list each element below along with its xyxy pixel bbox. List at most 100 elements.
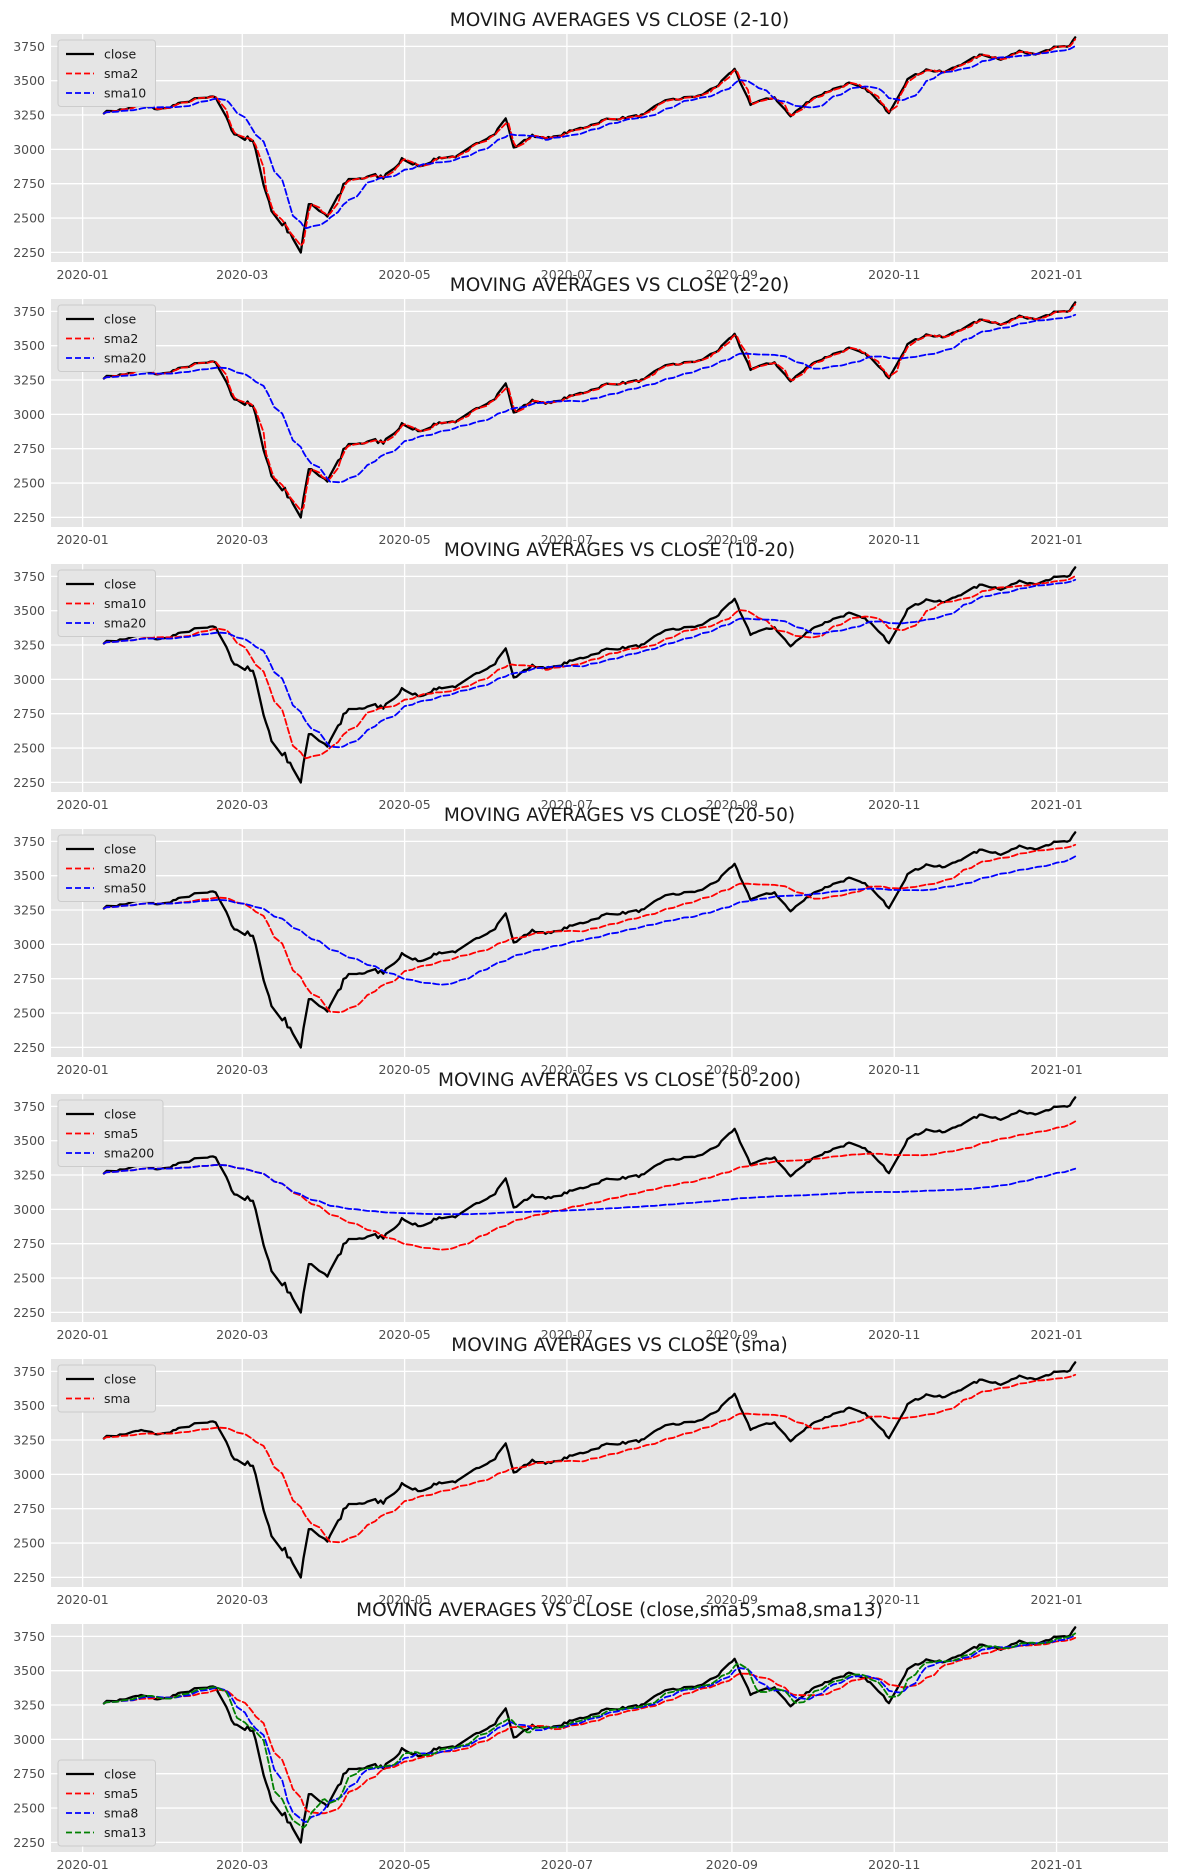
chart-panel: MOVING AVERAGES VS CLOSE (2-20) 2250 2500 2… (13, 275, 1168, 547)
y-tick-label: 2500 (13, 1801, 45, 1816)
y-tick-label: 2750 (13, 1236, 45, 1251)
chart-title: MOVING AVERAGES VS CLOSE (sma) (451, 1335, 787, 1356)
plot-area (51, 564, 1168, 792)
y-tick-label: 2750 (13, 971, 45, 986)
y-tick-label: 3750 (13, 1364, 45, 1379)
x-tick-label: 2020-11 (868, 1857, 920, 1872)
series-sma5 (103, 1636, 1077, 1815)
x-tick-label: 2020-01 (56, 267, 108, 282)
series-close (102, 566, 1077, 784)
legend-label: sma10 (104, 596, 146, 611)
x-tick-label: 2020-07 (541, 797, 593, 812)
x-tick-label: 2020-07 (541, 1327, 593, 1342)
y-tick-label: 3250 (13, 108, 45, 123)
y-tick-label: 2250 (13, 510, 45, 525)
x-tick-label: 2020-03 (216, 1857, 268, 1872)
series-sma (103, 1373, 1077, 1544)
y-tick-label: 2500 (13, 1536, 45, 1551)
x-tick-label: 2021-01 (1030, 267, 1082, 282)
y-tick-label: 3250 (13, 638, 45, 653)
x-tick-label: 2020-01 (56, 1327, 108, 1342)
x-tick-label: 2020-05 (378, 1857, 430, 1872)
legend: close sma10 sma20 (57, 569, 156, 637)
x-tick-label: 2020-07 (541, 1062, 593, 1077)
legend-label: sma20 (104, 861, 146, 876)
legend-label: sma2 (104, 331, 138, 346)
legend-label: sma10 (104, 86, 146, 101)
legend-label: sma50 (104, 881, 146, 896)
y-tick-label: 2250 (13, 775, 45, 790)
x-tick-label: 2020-01 (56, 1062, 108, 1077)
y-tick-label: 3000 (13, 407, 45, 422)
legend-label: close (104, 577, 137, 592)
legend-label: sma5 (104, 1126, 138, 1141)
series-close (102, 831, 1077, 1049)
legend-box (57, 304, 156, 372)
y-tick-label: 3500 (13, 73, 45, 88)
y-tick-label: 3000 (13, 142, 45, 157)
y-tick-label: 2250 (13, 1040, 45, 1055)
x-tick-label: 2020-05 (378, 797, 430, 812)
y-tick-label: 3750 (13, 1099, 45, 1114)
chart-title: MOVING AVERAGES VS CLOSE (close,sma5,sma… (356, 1600, 883, 1621)
series-sma13 (103, 1632, 1077, 1829)
x-tick-label: 2020-09 (706, 532, 758, 547)
legend-box (57, 569, 156, 637)
y-tick-label: 3500 (13, 868, 45, 883)
y-tick-label: 3500 (13, 1398, 45, 1413)
legend-label: sma (104, 1391, 130, 1406)
x-tick-label: 2020-09 (706, 1327, 758, 1342)
y-tick-label: 2750 (13, 1766, 45, 1781)
series-sma20 (103, 843, 1077, 1014)
x-tick-label: 2020-07 (541, 532, 593, 547)
series-sma10 (103, 45, 1077, 230)
y-tick-label: 2500 (13, 1271, 45, 1286)
x-tick-label: 2020-07 (541, 1592, 593, 1607)
series-sma50 (103, 855, 1077, 986)
y-tick-label: 3250 (13, 903, 45, 918)
series-sma2 (103, 303, 1077, 512)
y-tick-label: 2750 (13, 441, 45, 456)
series-close (102, 1361, 1077, 1579)
x-tick-label: 2020-03 (216, 1062, 268, 1077)
plot-area (51, 829, 1168, 1057)
x-tick-label: 2021-01 (1030, 1062, 1082, 1077)
y-tick-label: 3500 (13, 603, 45, 618)
plot-area (51, 34, 1168, 262)
legend-label: sma200 (104, 1146, 154, 1161)
legend-box (57, 1099, 164, 1167)
x-tick-label: 2020-09 (706, 1857, 758, 1872)
y-tick-label: 3500 (13, 1663, 45, 1678)
y-tick-label: 2500 (13, 741, 45, 756)
x-tick-label: 2020-07 (541, 1857, 593, 1872)
legend: close sma5 sma200 (57, 1099, 164, 1167)
legend: close sma (57, 1364, 156, 1413)
y-tick-label: 2750 (13, 1501, 45, 1516)
chart-title: MOVING AVERAGES VS CLOSE (20-50) (444, 805, 795, 826)
chart-panel: MOVING AVERAGES VS CLOSE (2-10) 2250 2500 2… (13, 10, 1168, 282)
series-close (102, 1626, 1077, 1844)
legend-label: close (104, 1767, 137, 1782)
chart-panel: MOVING AVERAGES VS CLOSE (close,sma5,sma… (13, 1600, 1168, 1872)
chart-panel: MOVING AVERAGES VS CLOSE (sma) 2250 2500 27… (13, 1335, 1168, 1607)
series-sma20 (103, 313, 1077, 484)
y-tick-label: 3750 (13, 39, 45, 54)
y-tick-label: 2500 (13, 476, 45, 491)
chart-panel: MOVING AVERAGES VS CLOSE (10-20) 2250 2500… (13, 540, 1168, 812)
y-tick-label: 3250 (13, 1433, 45, 1448)
x-tick-label: 2020-11 (868, 1062, 920, 1077)
x-tick-label: 2021-01 (1030, 797, 1082, 812)
legend-label: close (104, 842, 137, 857)
y-tick-label: 3250 (13, 1698, 45, 1713)
legend-label: close (104, 1107, 137, 1122)
y-tick-label: 3000 (13, 1467, 45, 1482)
x-tick-label: 2020-03 (216, 1327, 268, 1342)
series-sma10 (103, 575, 1077, 760)
x-tick-label: 2020-05 (378, 1592, 430, 1607)
y-tick-label: 3500 (13, 338, 45, 353)
x-tick-label: 2021-01 (1030, 1592, 1082, 1607)
y-tick-label: 2500 (13, 211, 45, 226)
y-tick-label: 3250 (13, 373, 45, 388)
x-tick-label: 2020-01 (56, 1857, 108, 1872)
